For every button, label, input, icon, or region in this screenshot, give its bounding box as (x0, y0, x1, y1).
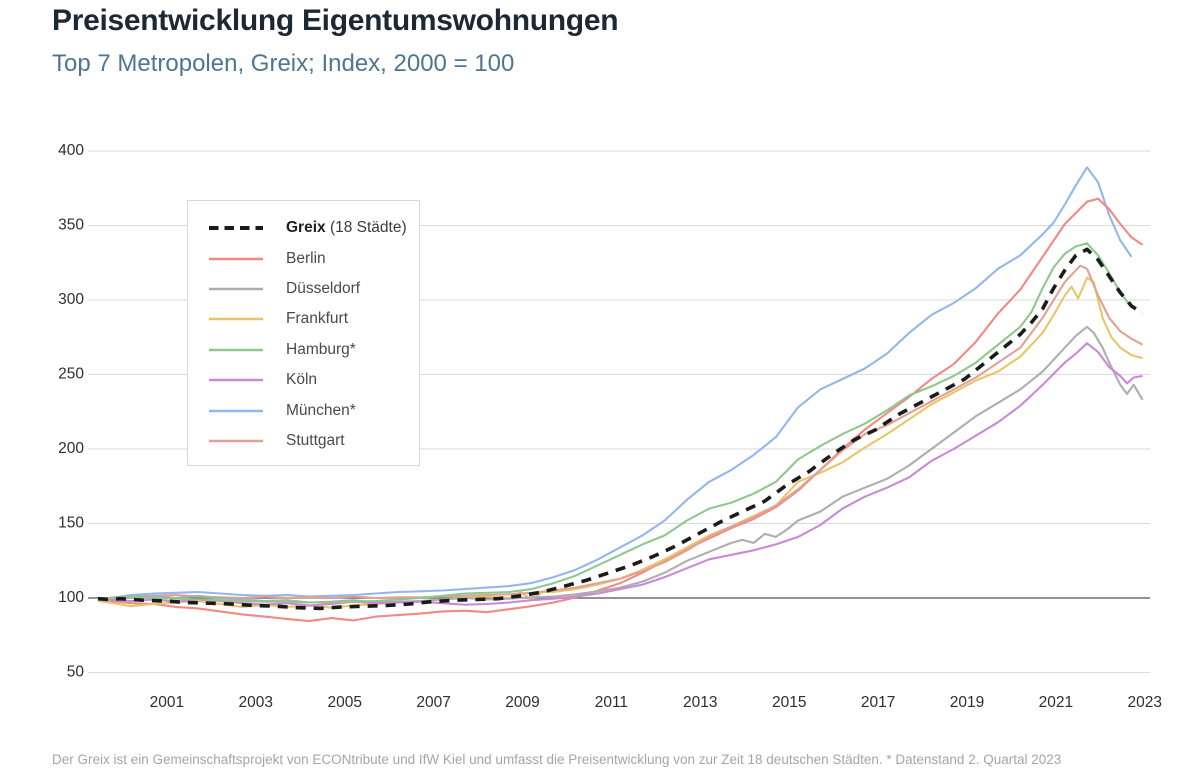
y-tick-label-200: 200 (58, 440, 84, 457)
x-tick-label-2023: 2023 (1128, 694, 1162, 711)
legend-label-greix: Greix (18 Städte) (286, 219, 407, 237)
legend-label-koeln: Köln (286, 371, 318, 389)
y-tick-label-250: 250 (58, 366, 84, 383)
chart-footnote: Der Greix ist ein Gemeinschaftsprojekt v… (52, 752, 1062, 767)
page-title: Preisentwicklung Eigentumswohnungen (52, 4, 619, 37)
legend-item-koeln: Köln (208, 365, 419, 395)
x-tick-label-2003: 2003 (239, 694, 273, 711)
legend-item-stuttgart: Stuttgart (208, 426, 419, 456)
legend-label-berlin: Berlin (286, 249, 326, 267)
legend-swatch-koeln-line (209, 378, 263, 382)
x-tick-label-2011: 2011 (595, 694, 628, 711)
series-line-muenchen (98, 166, 1133, 600)
legend-label-duesseldorf: Düsseldorf (286, 279, 361, 297)
series-line-hamburg (98, 242, 1133, 604)
page-subtitle: Top 7 Metropolen, Greix; Index, 2000 = 1… (52, 50, 515, 77)
legend-swatch-muenchen-line (209, 409, 263, 412)
legend-item-greix: Greix (18 Städte) (208, 213, 419, 243)
x-tick-label-2021: 2021 (1039, 694, 1073, 711)
legend-item-muenchen: München* (208, 395, 419, 425)
x-tick-label-2009: 2009 (505, 694, 539, 711)
legend-swatch-hamburg-line (209, 348, 263, 351)
legend-label-muenchen: München* (286, 401, 356, 419)
series-line-berlin (97, 197, 1144, 623)
legend-label-frankfurt: Frankfurt (286, 310, 349, 328)
y-tick-label-300: 300 (58, 291, 84, 308)
legend-swatch-duesseldorf-line (209, 287, 263, 291)
legend-item-frankfurt: Frankfurt (208, 304, 419, 334)
y-tick-label-400: 400 (58, 142, 84, 159)
series-line-greix (97, 247, 1144, 611)
legend-label-stuttgart: Stuttgart (286, 431, 345, 449)
series-line-frankfurt (97, 276, 1143, 609)
x-tick-label-2015: 2015 (772, 694, 806, 711)
x-tick-label-2017: 2017 (861, 694, 895, 711)
legend-item-berlin: Berlin (208, 243, 419, 273)
chart-legend: Greix (18 Städte) Berlin Düsseldorf Frankfu… (187, 200, 420, 466)
x-tick-label-2005: 2005 (327, 694, 361, 711)
series-line-koeln (97, 342, 1143, 607)
x-tick-label-2019: 2019 (950, 694, 984, 711)
x-tick-label-2013: 2013 (683, 694, 717, 711)
x-tick-label-2007: 2007 (416, 694, 450, 711)
legend-item-hamburg: Hamburg* (208, 335, 419, 365)
y-tick-label-150: 150 (58, 515, 84, 532)
legend-swatch-frankfurt-line (209, 318, 263, 321)
x-tick-label-2001: 2001 (150, 694, 184, 711)
legend-item-duesseldorf: Düsseldorf (208, 274, 419, 304)
y-tick-label-100: 100 (58, 589, 84, 606)
y-tick-label-50: 50 (67, 664, 85, 681)
y-tick-label-350: 350 (58, 217, 84, 234)
legend-swatch-stuttgart-line (209, 439, 263, 443)
legend-label-hamburg: Hamburg* (286, 340, 356, 358)
legend-swatch-berlin-line (209, 257, 263, 260)
legend-swatch-greix-line (209, 226, 263, 231)
series-line-stuttgart (98, 264, 1144, 601)
